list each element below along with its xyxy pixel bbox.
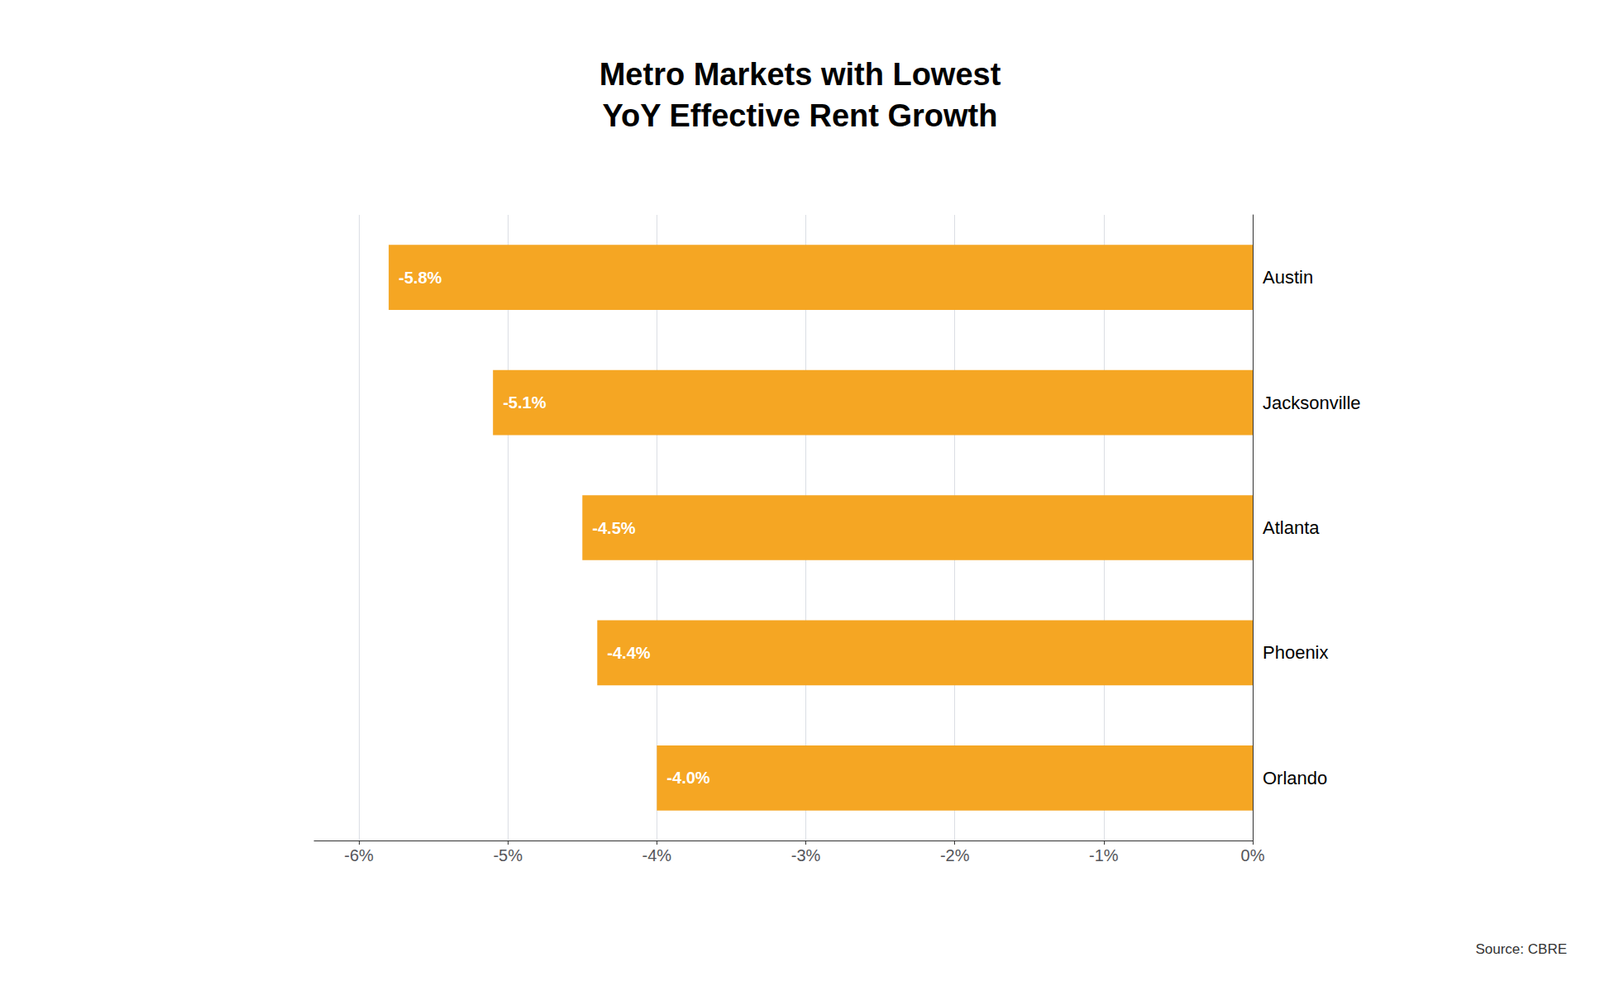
svg-text:-5.8%: -5.8%: [398, 268, 442, 287]
svg-text:-5%: -5%: [492, 846, 523, 865]
svg-text:-2%: -2%: [940, 846, 970, 865]
svg-text:Source: CBRE: Source: CBRE: [1475, 941, 1567, 958]
svg-text:YoY Effective Rent Growth: YoY Effective Rent Growth: [602, 98, 999, 134]
svg-text:Austin: Austin: [1262, 267, 1314, 288]
svg-text:-6%: -6%: [343, 846, 374, 865]
svg-text:Metro Markets with Lowest: Metro Markets with Lowest: [599, 57, 1002, 92]
svg-text:-4.4%: -4.4%: [606, 644, 650, 663]
svg-text:-4.5%: -4.5%: [592, 519, 636, 538]
svg-text:-5.1%: -5.1%: [502, 393, 546, 412]
svg-text:-4%: -4%: [642, 846, 673, 865]
svg-text:Jacksonville: Jacksonville: [1262, 392, 1362, 414]
svg-text:Phoenix: Phoenix: [1262, 642, 1329, 664]
svg-text:Atlanta: Atlanta: [1262, 517, 1320, 539]
svg-text:-1%: -1%: [1088, 846, 1119, 865]
svg-text:Orlando: Orlando: [1262, 768, 1328, 789]
svg-text:-3%: -3%: [791, 846, 822, 865]
svg-text:-4.0%: -4.0%: [666, 768, 710, 788]
svg-text:0%: 0%: [1241, 846, 1266, 865]
